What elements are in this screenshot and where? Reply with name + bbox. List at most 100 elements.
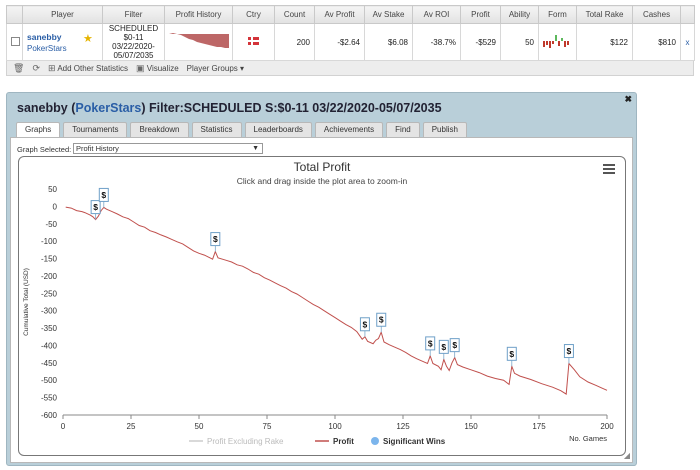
dropdown-arrow-icon: ▼: [252, 145, 259, 152]
player-site-link[interactable]: PokerStars: [27, 43, 67, 53]
tab-tournaments[interactable]: Tournaments: [63, 122, 128, 137]
col-header-filter[interactable]: Filter: [102, 5, 165, 24]
filter-line: 05/07/2035: [113, 51, 154, 60]
stats-table: Player Filter Profit History Ctry Count …: [6, 5, 695, 61]
select-header: [6, 5, 23, 24]
resize-grip-icon[interactable]: ◢: [623, 451, 630, 460]
y-tick-label: -550: [41, 394, 58, 403]
tab-graphs[interactable]: Graphs: [16, 122, 61, 138]
significant-win-label: $: [101, 190, 106, 200]
remove-row-link[interactable]: x: [685, 37, 690, 47]
row-checkbox[interactable]: [11, 36, 20, 46]
image-icon: ▣: [136, 62, 145, 73]
player-panel: sanebby (PokerStars) Filter:SCHEDULED S:…: [6, 92, 637, 466]
tab-leaderboards[interactable]: Leaderboards: [244, 122, 312, 137]
col-header-av-roi[interactable]: Av ROI: [412, 5, 461, 24]
av-stake-cell: $6.08: [364, 23, 413, 61]
x-tick-label: 50: [195, 422, 204, 431]
significant-win-flag: [376, 312, 387, 327]
profit-chart[interactable]: Total Profit Click and drag inside the pl…: [19, 157, 625, 455]
tab-achievements[interactable]: Achievements: [314, 122, 384, 137]
x-tick-label: 150: [464, 422, 478, 431]
significant-win-label: $: [509, 349, 514, 359]
select-cell: [6, 23, 23, 61]
x-tick-label: 100: [328, 422, 342, 431]
chart-container: Total Profit Click and drag inside the pl…: [18, 156, 626, 456]
filter-line: 03/22/2020-: [112, 42, 155, 51]
significant-win-flag: [449, 338, 460, 353]
significant-win-label: $: [363, 319, 368, 329]
x-axis-label: No. Games: [569, 434, 607, 443]
col-header-form[interactable]: Form: [538, 5, 577, 24]
legend-item-profit: Profit: [333, 437, 354, 446]
significant-win-label: $: [428, 338, 433, 348]
col-header-total-rake[interactable]: Total Rake: [576, 5, 633, 24]
y-tick-label: -300: [41, 307, 58, 316]
add-statistics-label: Add Other Statistics: [57, 63, 129, 73]
significant-win-flag: [90, 200, 101, 215]
x-tick-label: 0: [61, 422, 66, 431]
tab-find[interactable]: Find: [386, 122, 420, 137]
col-header-profit[interactable]: Profit: [460, 5, 501, 24]
significant-win-label: $: [567, 346, 572, 356]
visualize-button[interactable]: ▣ Visualize: [136, 63, 179, 74]
col-header-ability[interactable]: Ability: [500, 5, 539, 24]
y-tick-label: -100: [41, 237, 58, 246]
x-tick-label: 75: [263, 422, 272, 431]
star-icon[interactable]: ★: [83, 33, 93, 45]
col-header-ctry[interactable]: Ctry: [232, 5, 275, 24]
tab-statistics[interactable]: Statistics: [191, 122, 242, 137]
profit-cell: -$529: [460, 23, 501, 61]
total-rake-cell: $122: [576, 23, 633, 61]
count-cell: 200: [274, 23, 315, 61]
col-header-count[interactable]: Count: [274, 5, 315, 24]
y-tick-label: -50: [45, 220, 57, 229]
legend-significant-wins-marker: [371, 437, 379, 445]
significant-win-flag: [359, 317, 370, 332]
y-tick-label: -500: [41, 376, 58, 385]
col-header-profit-history[interactable]: Profit History: [164, 5, 233, 24]
panel-title-filter: Filter:SCHEDULED S:$0-11 03/22/2020-05/0…: [149, 101, 442, 115]
form-bars[interactable]: [541, 31, 575, 51]
col-header-cashes[interactable]: Cashes: [632, 5, 681, 24]
player-name-link[interactable]: sanebby: [27, 31, 62, 42]
profit-history-sparkline[interactable]: [168, 31, 229, 51]
x-tick-label: 125: [396, 422, 410, 431]
col-header-av-profit[interactable]: Av Profit: [314, 5, 365, 24]
player-groups-dropdown[interactable]: Player Groups ▾: [187, 64, 244, 73]
graph-select-dropdown[interactable]: Profit History ▼: [73, 143, 263, 154]
profit-series-line: [65, 206, 608, 395]
y-tick-label: -150: [41, 255, 58, 264]
significant-win-label: $: [441, 342, 446, 352]
graph-select-value: Profit History: [76, 144, 119, 153]
significant-win-flag: [438, 339, 449, 354]
av-roi-cell: -38.7%: [412, 23, 461, 61]
x-tick-label: 25: [127, 422, 136, 431]
close-icon[interactable]: ✖: [624, 94, 632, 104]
remove-cell: x: [680, 23, 695, 61]
menu-icon[interactable]: [603, 164, 615, 174]
y-axis-label: Cumulative Total (USD): [23, 268, 30, 336]
filter-line: $0-11: [123, 33, 144, 42]
significant-win-label: $: [93, 202, 98, 212]
panel-title-site[interactable]: PokerStars: [75, 101, 142, 115]
legend-item-significant-wins: Significant Wins: [383, 437, 446, 446]
significant-win-flag: [563, 344, 574, 359]
tab-publish[interactable]: Publish: [422, 122, 467, 137]
refresh-icon[interactable]: ⟳: [32, 62, 40, 73]
add-statistics-button[interactable]: ⊞ Add Other Statistics: [48, 63, 128, 74]
y-tick-label: -600: [41, 411, 58, 420]
form-cell: [538, 23, 577, 61]
y-tick-label: 0: [53, 202, 58, 211]
chart-title: Total Profit: [294, 160, 351, 174]
x-tick-label: 200: [600, 422, 614, 431]
panel-title-player: sanebby: [17, 101, 68, 115]
significant-win-flag: [425, 336, 436, 351]
trash-icon[interactable]: 🗑: [13, 62, 25, 73]
y-tick-label: 50: [48, 185, 57, 194]
col-header-player[interactable]: Player: [22, 5, 103, 24]
tab-breakdown[interactable]: Breakdown: [130, 122, 189, 137]
player-groups-label: Player Groups: [186, 63, 238, 73]
col-header-av-stake[interactable]: Av Stake: [364, 5, 413, 24]
significant-win-flag: [98, 187, 109, 202]
